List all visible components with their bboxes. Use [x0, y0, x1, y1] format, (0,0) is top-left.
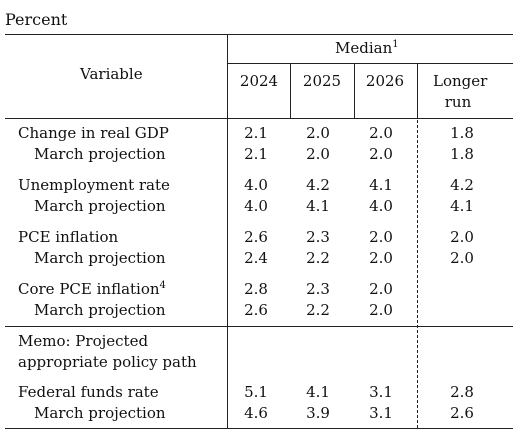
row-label: Core PCE inflation4 — [18, 280, 166, 298]
year-header-2025: 2025 — [302, 72, 342, 90]
cell: 2.2 — [306, 249, 330, 267]
cell: 1.8 — [450, 124, 474, 142]
median-footnote-marker: 1 — [392, 39, 399, 50]
memo-heading-line2: appropriate policy path — [18, 353, 197, 371]
cell: 4.2 — [450, 176, 474, 194]
year-divider-2 — [354, 63, 355, 118]
cell: 4.1 — [369, 176, 393, 194]
cell: 4.6 — [244, 404, 268, 422]
cell: 2.0 — [369, 301, 393, 319]
cell: 1.8 — [450, 145, 474, 163]
cell: 2.0 — [369, 280, 393, 298]
year-divider-1 — [290, 63, 291, 118]
cell: 5.1 — [244, 383, 268, 401]
longer-run-dashed-divider — [417, 120, 418, 428]
cell: 2.0 — [306, 124, 330, 142]
cell: 2.4 — [244, 249, 268, 267]
cell: 4.0 — [244, 197, 268, 215]
row-label: Federal funds rate — [18, 383, 159, 401]
cell: 3.1 — [369, 404, 393, 422]
cell: 4.1 — [306, 197, 330, 215]
year-header-2026: 2026 — [365, 72, 405, 90]
row-label: March projection — [34, 404, 166, 422]
row-label: March projection — [34, 197, 166, 215]
cell: 2.2 — [306, 301, 330, 319]
cell: 4.0 — [244, 176, 268, 194]
row-label: Unemployment rate — [18, 176, 170, 194]
cell: 2.0 — [450, 249, 474, 267]
year-divider-3 — [417, 63, 418, 118]
row-label: March projection — [34, 145, 166, 163]
variable-header: Variable — [80, 65, 143, 83]
cell: 2.6 — [450, 404, 474, 422]
cell: 3.1 — [369, 383, 393, 401]
cell: 2.8 — [450, 383, 474, 401]
cell: 2.0 — [306, 145, 330, 163]
cell: 2.3 — [306, 280, 330, 298]
cell: 2.0 — [369, 145, 393, 163]
cell: 4.0 — [369, 197, 393, 215]
cell: 2.0 — [369, 124, 393, 142]
median-header: Median1 — [335, 39, 399, 57]
cell: 4.1 — [450, 197, 474, 215]
cell: 2.1 — [244, 145, 268, 163]
cell: 2.0 — [450, 228, 474, 246]
cell: 2.6 — [244, 301, 268, 319]
memo-heading-line1: Memo: Projected — [18, 332, 149, 350]
variable-column-divider — [227, 34, 228, 428]
row-label: March projection — [34, 301, 166, 319]
memo-rule — [5, 326, 513, 327]
longer-run-header-line1: Longer — [433, 72, 488, 90]
year-header-2024: 2024 — [239, 72, 279, 90]
bottom-rule — [5, 428, 513, 429]
core-pce-footnote-marker: 4 — [159, 280, 166, 291]
row-label: March projection — [34, 249, 166, 267]
cell: 2.6 — [244, 228, 268, 246]
cell: 2.8 — [244, 280, 268, 298]
header-subrule — [227, 63, 513, 64]
cell: 2.0 — [369, 228, 393, 246]
cell: 2.0 — [369, 249, 393, 267]
cell: 3.9 — [306, 404, 330, 422]
cell: 4.1 — [306, 383, 330, 401]
cell: 2.1 — [244, 124, 268, 142]
row-label: PCE inflation — [18, 228, 119, 246]
header-bottom-rule — [5, 118, 513, 119]
unit-label: Percent — [5, 10, 68, 29]
cell: 2.3 — [306, 228, 330, 246]
longer-run-header-line2: run — [444, 93, 472, 111]
row-label: Change in real GDP — [18, 124, 169, 142]
cell: 4.2 — [306, 176, 330, 194]
top-rule — [5, 34, 513, 35]
